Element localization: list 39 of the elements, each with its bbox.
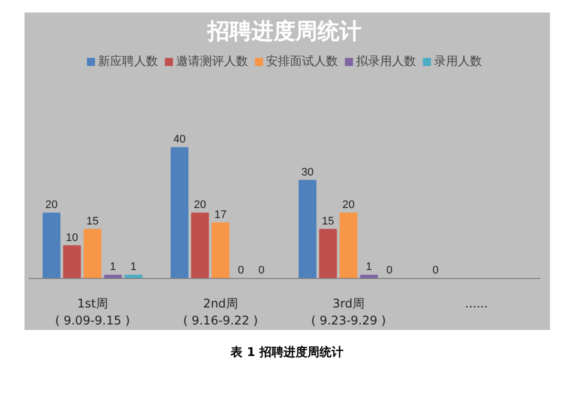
legend-label: 邀请测评人数 [176, 53, 248, 70]
bar [63, 245, 81, 278]
legend-label: 录用人数 [434, 53, 482, 70]
bar [319, 228, 337, 278]
data-label: 10 [66, 232, 78, 244]
x-tick-label: 1st周 ( 9.09-9.15 ) [55, 296, 130, 328]
bar [360, 274, 378, 278]
text: 表 1 招聘进度周统计 [230, 344, 344, 361]
data-label: 15 [86, 215, 99, 228]
bar [84, 228, 102, 278]
data-label: 1 [130, 261, 137, 274]
bar [124, 274, 142, 278]
data-label: 0 [386, 264, 393, 276]
data-label: 17 [214, 208, 227, 221]
data-label: 0 [432, 264, 439, 276]
bar [104, 274, 122, 278]
chart-title: 招聘进度周统计 [206, 18, 362, 44]
data-label: 0 [258, 264, 265, 276]
x-tick-label: 3rd周 ( 9.23-9.29 ) [311, 296, 386, 328]
x-tick-label: ...... [465, 296, 488, 310]
data-label: 20 [194, 199, 206, 212]
data-label: 30 [301, 166, 314, 178]
data-label: 20 [342, 199, 355, 212]
data-label: 40 [173, 134, 186, 146]
data-label: 0 [238, 264, 244, 276]
legend-label: 新应聘人数 [98, 53, 158, 70]
bar [298, 180, 316, 278]
bar [191, 212, 209, 278]
bar [340, 212, 358, 278]
bar [42, 212, 60, 278]
legend-label: 拟录用人数 [356, 53, 416, 70]
data-label: 15 [322, 215, 334, 228]
bar [170, 147, 188, 278]
data-label: 1 [110, 261, 116, 274]
legend-label: 安排面试人数 [266, 53, 338, 70]
data-label: 1 [366, 261, 372, 274]
x-tick-label: 2nd周 ( 9.16-9.22 ) [183, 296, 258, 328]
bar [212, 222, 230, 278]
data-label: 20 [45, 199, 58, 212]
